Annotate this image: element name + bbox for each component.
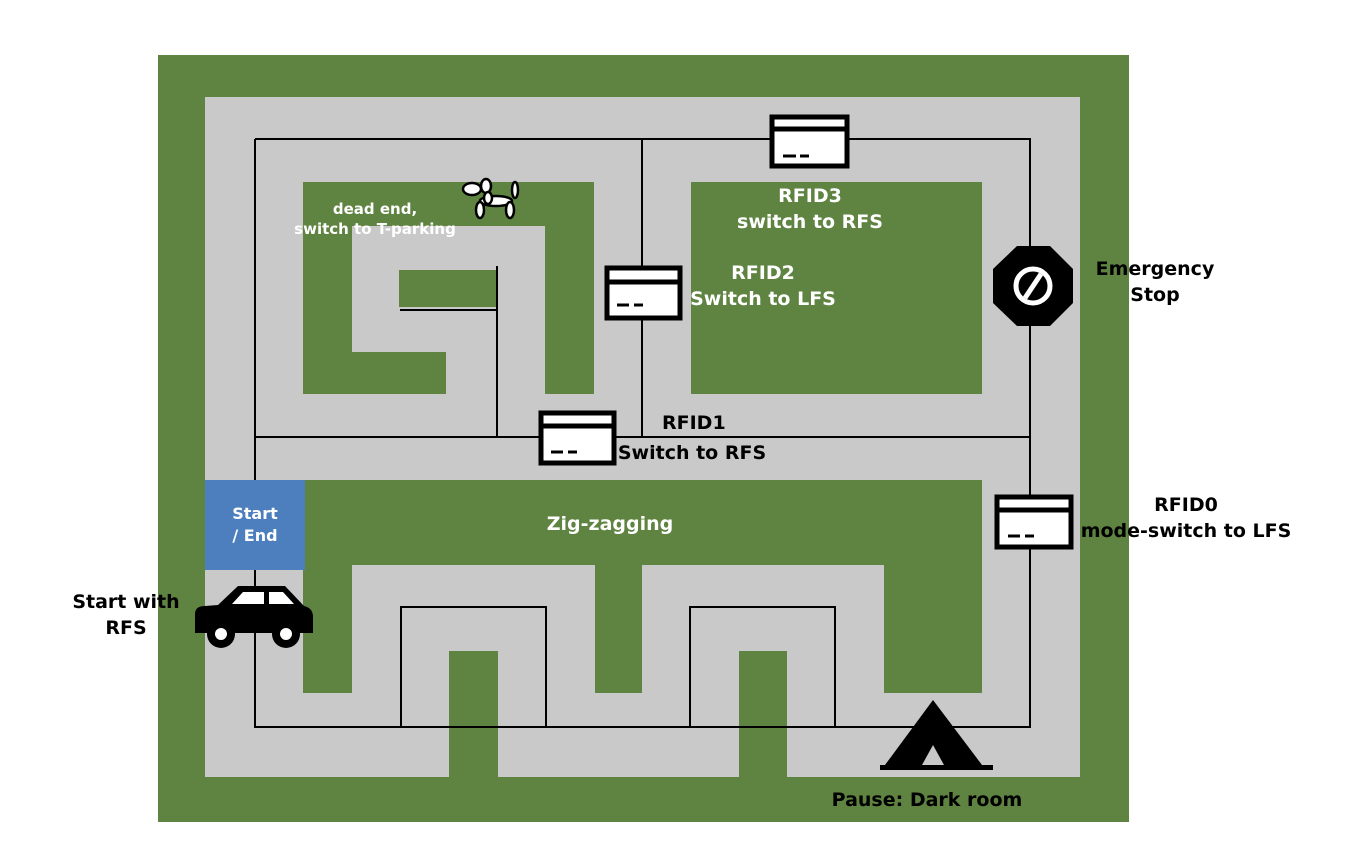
tent-icon <box>880 700 993 770</box>
emergency-stop-label: Emergency Stop <box>1080 257 1230 308</box>
start-with-label: Start with RFS <box>56 590 196 641</box>
rfid0-title: RFID0 <box>1154 494 1218 516</box>
pause-label: Pause: Dark room <box>831 789 1023 811</box>
start-end-box: Start / End <box>205 480 305 570</box>
car-icon <box>195 586 313 648</box>
rfid3-title: RFID3 <box>778 185 842 207</box>
start-with-sub: RFS <box>105 616 147 639</box>
rfid0-action: mode-switch to LFS <box>1080 519 1292 542</box>
rfid0-card-icon <box>994 494 1074 550</box>
rfid2-action: Switch to LFS <box>690 287 836 310</box>
rfid3-card-icon <box>769 114 850 169</box>
start-with-title: Start with <box>72 591 180 613</box>
balloon-dog-icon <box>461 177 520 220</box>
start-end-line2: / End <box>232 526 278 545</box>
rfid1-action: Switch to RFS <box>617 442 767 464</box>
dead-end-text: dead end, <box>332 200 418 218</box>
emergency-title: Emergency <box>1095 258 1215 280</box>
grass-island-rfid2 <box>691 182 982 394</box>
dead-end-label: dead end, switch to T-parking <box>270 199 480 240</box>
rfid1-title: RFID1 <box>662 412 726 434</box>
rfid2-title: RFID2 <box>731 262 795 284</box>
rfid1-card-icon <box>538 410 617 466</box>
rfid2-label: RFID2 Switch to LFS <box>683 261 843 312</box>
spiral-track <box>352 226 545 394</box>
zigzag-grass-teeth <box>449 651 787 777</box>
emergency-sub: Stop <box>1130 283 1180 306</box>
start-end-line1: Start <box>232 504 278 524</box>
dead-end-sub-text: switch to T-parking <box>294 220 456 239</box>
rfid0-label: RFID0 mode-switch to LFS <box>1076 493 1296 544</box>
rfid2-card-icon <box>604 265 683 321</box>
zigzag-label: Zig-zagging <box>546 513 674 535</box>
rfid3-action: switch to RFS <box>737 210 883 233</box>
rfid3-label: RFID3 switch to RFS <box>725 184 895 235</box>
stop-sign-icon <box>993 246 1073 326</box>
